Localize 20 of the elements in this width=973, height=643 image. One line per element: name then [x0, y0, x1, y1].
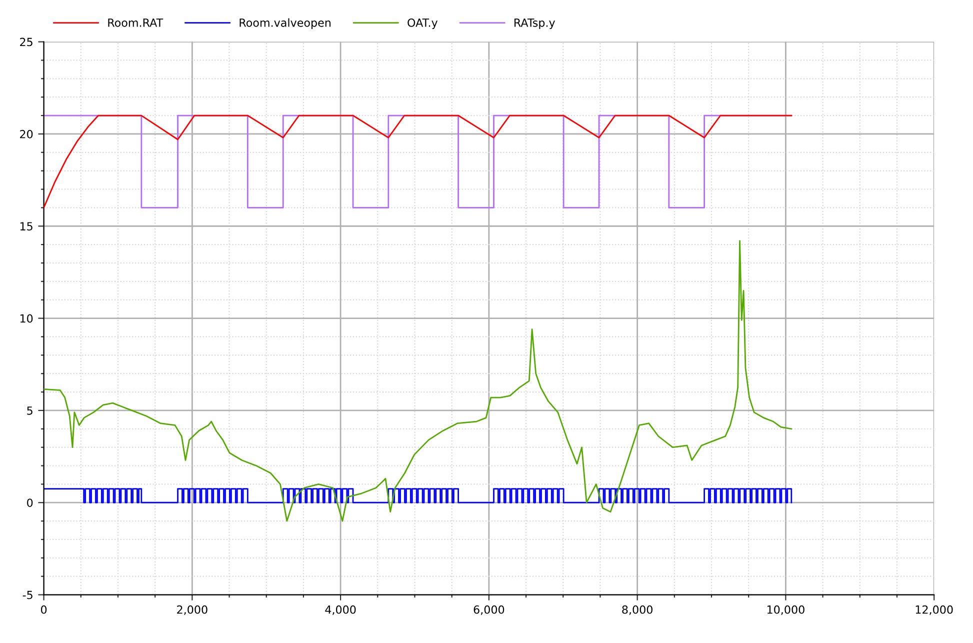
- y-tick-label: -5: [22, 590, 32, 600]
- y-tick-label: 20: [20, 130, 33, 138]
- legend-label: OAT.y: [408, 18, 438, 30]
- legend-label: RATsp.y: [514, 18, 555, 30]
- legend-label: Room.valveopen: [240, 18, 330, 30]
- x-tick-label: 2,000: [177, 605, 208, 615]
- y-tick-label: 0: [27, 498, 33, 507]
- x-tick-label: 4,000: [325, 605, 356, 615]
- line-series: [44, 240, 792, 522]
- x-tick-label: 0: [40, 605, 47, 614]
- y-tick-label: 15: [20, 222, 32, 230]
- x-tick-label: 10,000: [767, 605, 804, 615]
- x-tick-label: 12,000: [916, 605, 953, 615]
- x-tick-label: 8,000: [622, 605, 652, 615]
- y-tick-label: 5: [27, 406, 32, 415]
- line-series: [44, 114, 792, 208]
- x-tick-label: 6,000: [474, 605, 504, 615]
- legend-label: Room.RAT: [108, 18, 164, 27]
- y-tick-label: 10: [20, 314, 33, 323]
- y-tick-label: 25: [20, 38, 32, 46]
